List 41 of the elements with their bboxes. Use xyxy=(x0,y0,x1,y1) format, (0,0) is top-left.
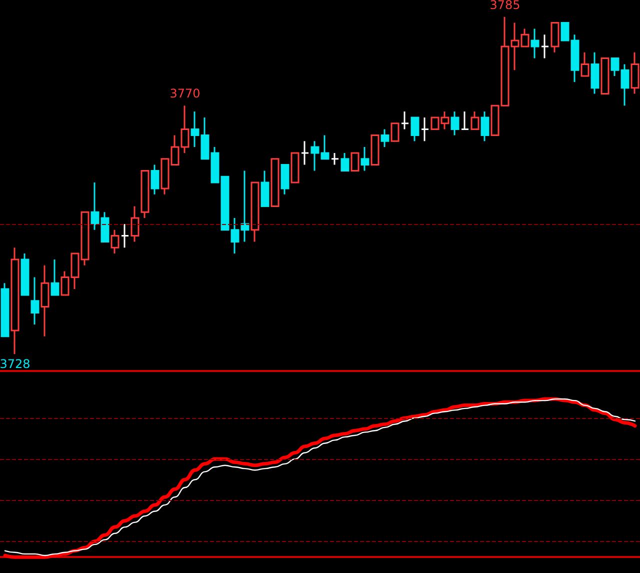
candlestick xyxy=(140,170,150,219)
candlestick xyxy=(120,223,130,248)
candlestick xyxy=(370,134,380,166)
candlestick xyxy=(150,164,160,196)
candlestick xyxy=(300,140,310,166)
candlestick xyxy=(400,110,410,130)
candlestick xyxy=(250,182,260,242)
candlestick xyxy=(550,22,560,54)
candlestick xyxy=(130,205,140,242)
candlestick xyxy=(50,258,60,296)
candlestick xyxy=(10,246,20,355)
candlestick xyxy=(0,282,10,338)
candlestick xyxy=(260,170,270,207)
candlestick xyxy=(460,110,470,130)
candlestick xyxy=(600,58,610,95)
candlestick xyxy=(290,152,300,184)
candlestick xyxy=(280,164,290,196)
candlestick xyxy=(590,52,600,95)
candlestick xyxy=(40,264,50,338)
candlestick xyxy=(340,152,350,172)
candlestick xyxy=(20,252,30,296)
annotation: 3728 xyxy=(0,357,30,372)
candlestick xyxy=(330,152,340,166)
candlestick xyxy=(390,122,400,142)
candlestick xyxy=(630,52,640,95)
candlestick xyxy=(420,116,430,142)
candlestick xyxy=(410,116,420,142)
candlestick xyxy=(350,152,360,172)
candlestick xyxy=(110,229,120,254)
candlestick xyxy=(450,110,460,136)
annotation: 3770 xyxy=(170,86,200,101)
candlestick xyxy=(360,146,370,172)
candlestick xyxy=(270,158,280,207)
annotation: 3785 xyxy=(490,0,520,12)
candlestick xyxy=(540,34,550,60)
candlestick xyxy=(30,276,40,326)
candlestick xyxy=(470,110,480,130)
candlestick xyxy=(530,28,540,60)
candlestick xyxy=(380,128,390,148)
candlestick xyxy=(580,52,590,77)
candlestick xyxy=(480,110,490,142)
